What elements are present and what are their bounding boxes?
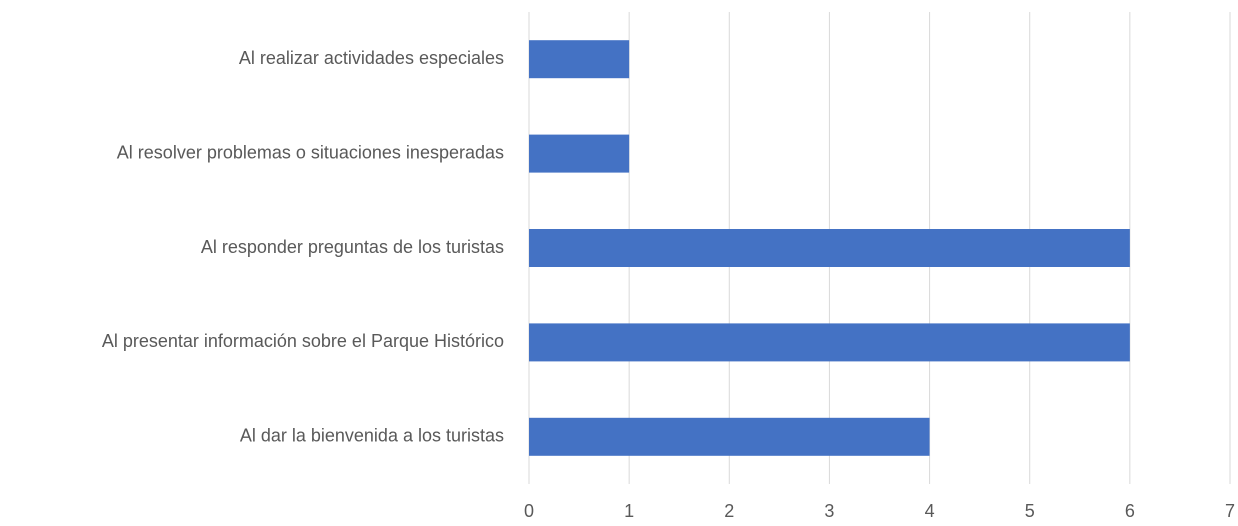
- y-tick-label: Al resolver problemas o situaciones ines…: [117, 142, 504, 162]
- y-tick-label: Al responder preguntas de los turistas: [201, 237, 504, 257]
- x-tick-label: 0: [524, 501, 534, 521]
- bar: [529, 323, 1130, 362]
- x-tick-label: 7: [1225, 501, 1235, 521]
- x-tick-label: 1: [624, 501, 634, 521]
- y-tick-label: Al realizar actividades especiales: [239, 48, 504, 68]
- x-tick-label: 2: [724, 501, 734, 521]
- y-tick-label: Al presentar información sobre el Parque…: [102, 331, 504, 351]
- bar: [529, 417, 930, 456]
- x-tick-label: 4: [925, 501, 935, 521]
- bar: [529, 134, 630, 173]
- y-tick-label: Al dar la bienvenida a los turistas: [240, 426, 504, 446]
- bar: [529, 229, 1130, 267]
- x-tick-label: 5: [1025, 501, 1035, 521]
- x-tick-label: 3: [824, 501, 834, 521]
- x-tick-label: 6: [1125, 501, 1135, 521]
- bar: [529, 40, 630, 79]
